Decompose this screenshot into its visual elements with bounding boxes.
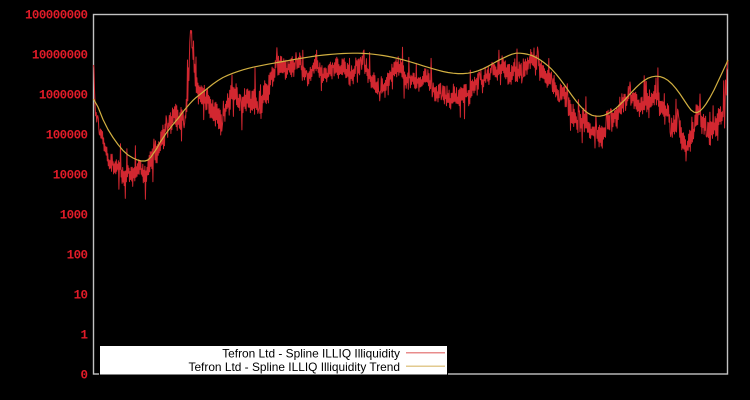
svg-text:0: 0: [81, 369, 88, 383]
svg-text:100: 100: [67, 249, 88, 263]
svg-text:100000: 100000: [46, 129, 88, 143]
svg-text:Tefron Ltd - Spline ILLIQ Illi: Tefron Ltd - Spline ILLIQ Illiquidity: [222, 347, 400, 361]
svg-text:1: 1: [81, 329, 88, 343]
svg-text:100000000: 100000000: [25, 9, 88, 23]
svg-text:10000000: 10000000: [32, 49, 88, 63]
svg-text:1000000: 1000000: [39, 89, 88, 103]
svg-text:1000: 1000: [60, 209, 88, 223]
svg-text:Tefron Ltd - Spline ILLIQ Illi: Tefron Ltd - Spline ILLIQ Illiquidity Tr…: [189, 360, 401, 374]
svg-text:10000: 10000: [53, 169, 88, 183]
svg-text:10: 10: [74, 289, 88, 303]
